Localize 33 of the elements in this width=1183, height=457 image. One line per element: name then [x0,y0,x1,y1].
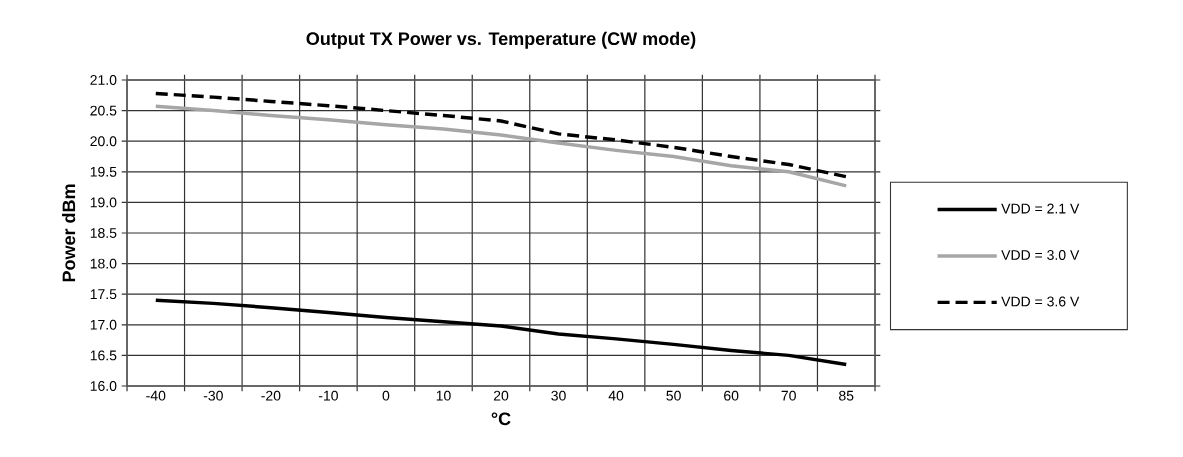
y-tick-label: 16.0 [90,381,117,391]
legend-label: VDD = 2.1 V [1001,203,1080,214]
x-tick-label: 0 [382,390,390,401]
y-tick-label: 19.5 [90,166,117,177]
y-tick-label: 17.0 [90,319,117,330]
y-tick-label: 21.0 [90,75,117,85]
y-axis-title: Power dBm [62,184,76,282]
x-tick-label: 85 [839,390,854,401]
line-series [154,298,848,367]
x-tick-label: 60 [724,390,739,401]
x-axis-title: °C [491,412,511,426]
x-tick-label: 70 [781,390,796,401]
y-tick-label: 20.5 [90,105,117,116]
x-tick-label: -30 [203,390,223,401]
legend-label: VDD = 3.6 V [1001,296,1080,307]
y-tick-label: 18.5 [90,228,117,238]
y-tick-label: 19.0 [90,197,117,208]
y-tick-label: 16.5 [90,350,117,361]
x-tick-label: 20 [493,390,509,401]
x-tick-label: -20 [261,390,281,401]
x-tick-label: -10 [318,390,338,401]
y-tick-label: 20.0 [90,136,117,147]
y-tick-label: 18.0 [90,258,117,269]
chart-title: Output TX Power vs. Temperature (CW mode) [306,31,696,49]
x-tick-label: 50 [666,390,681,401]
x-tick-label: -40 [146,390,166,401]
x-tick-label: 40 [608,390,624,401]
y-tick-label: 17.5 [90,289,117,300]
x-tick-label: 30 [551,390,566,401]
line-series [154,91,848,179]
x-tick-label: 10 [436,390,451,401]
legend-label: VDD = 3.0 V [1001,250,1080,260]
line-series [154,104,848,188]
